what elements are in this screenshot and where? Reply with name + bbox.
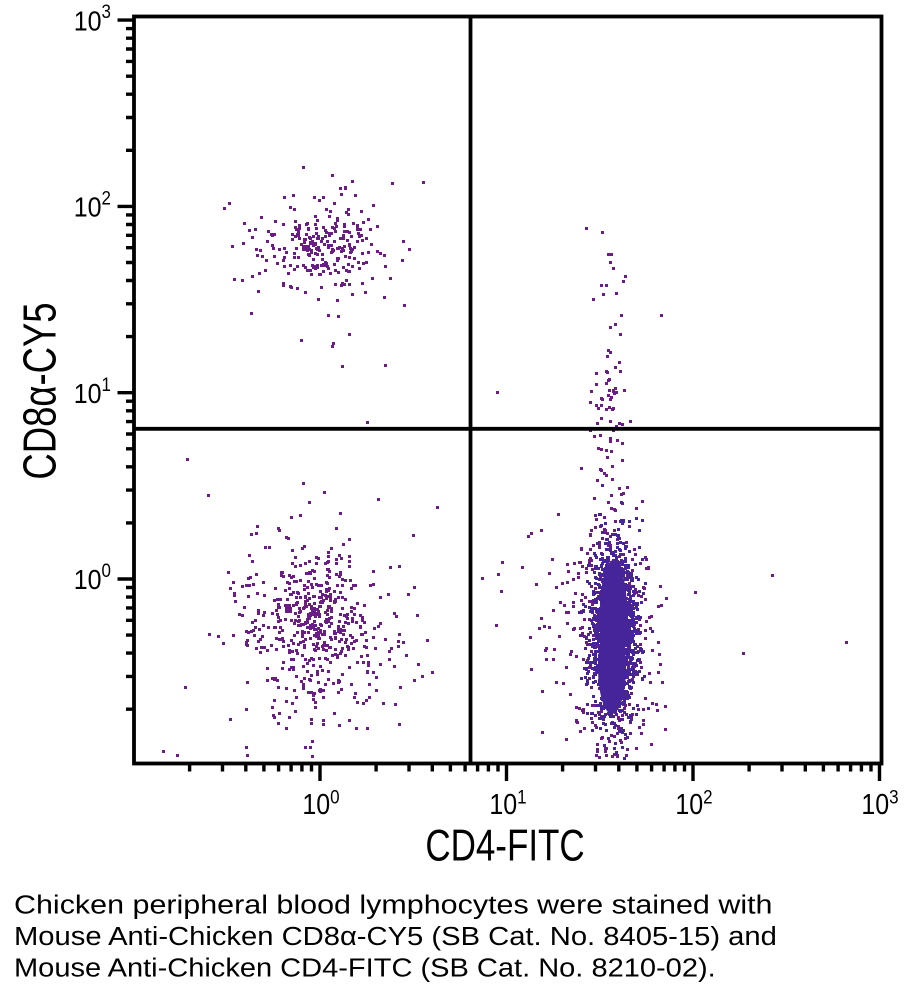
svg-text:Mouse Anti-Chicken CD4-FITC (S: Mouse Anti-Chicken CD4-FITC (SB Cat. No.… [14, 953, 716, 982]
svg-text:CD4-FITC: CD4-FITC [425, 822, 584, 871]
svg-text:Chicken peripheral blood lymph: Chicken peripheral blood lymphocytes wer… [14, 891, 773, 920]
svg-text:Mouse Anti-Chicken CD8α-CY5 (S: Mouse Anti-Chicken CD8α-CY5 (SB Cat. No.… [14, 921, 777, 950]
svg-text:102: 102 [74, 188, 111, 223]
svg-text:CD8α-CY5: CD8α-CY5 [13, 302, 65, 479]
